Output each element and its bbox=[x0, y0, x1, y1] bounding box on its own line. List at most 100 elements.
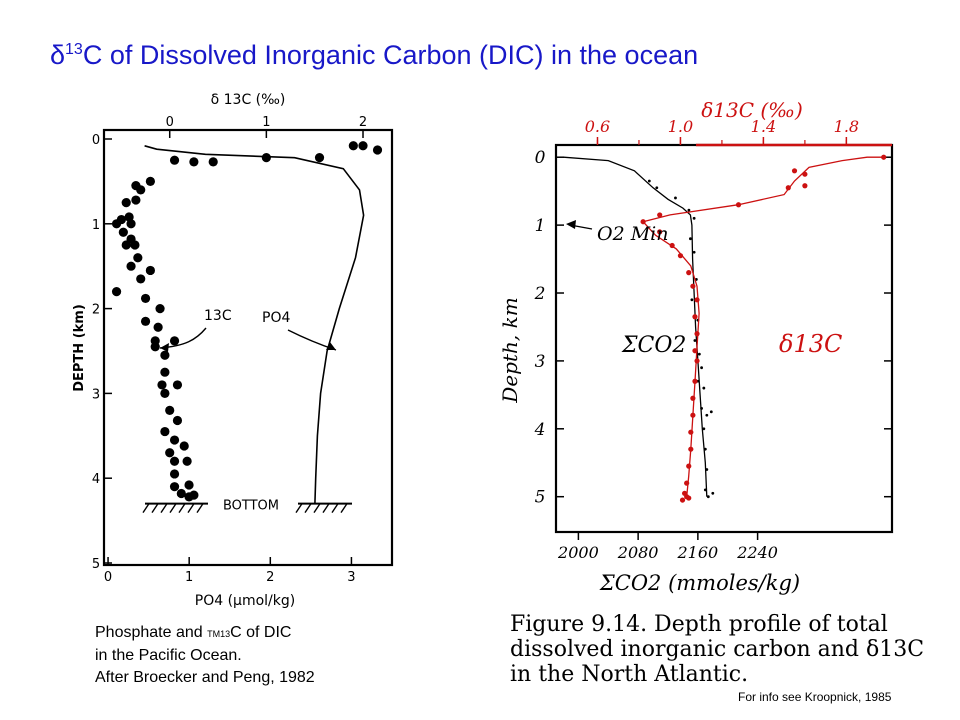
right-top-tick-label: 1.8 bbox=[834, 117, 859, 136]
d13c-point bbox=[785, 185, 791, 191]
left-bottom-tick-label: 2 bbox=[266, 570, 274, 585]
13c-point bbox=[130, 240, 140, 250]
left-y-tick-label: 4 bbox=[92, 472, 100, 487]
13c-point bbox=[111, 287, 122, 297]
figure-caption-line-1: Figure 9.14. Depth profile of total bbox=[510, 612, 888, 637]
d13c-point bbox=[690, 283, 696, 289]
13c-point bbox=[121, 198, 131, 208]
13c-point bbox=[261, 153, 271, 163]
13c-point bbox=[150, 342, 160, 352]
bottom-hatch bbox=[322, 503, 330, 514]
13c-point bbox=[157, 380, 167, 390]
left-caption-line-1: Phosphate and TM13C of DIC bbox=[95, 624, 292, 641]
13c-point bbox=[153, 322, 163, 332]
13c-point bbox=[155, 304, 165, 314]
sco2-point bbox=[700, 407, 703, 410]
bottom-hatch bbox=[304, 503, 312, 514]
13c-point bbox=[169, 482, 180, 492]
13c-point bbox=[111, 219, 122, 229]
figure-caption-line-3: in the North Atlantic. bbox=[510, 662, 749, 687]
right-bottom-tick-label: 2000 bbox=[557, 543, 599, 562]
figure-caption: Figure 9.14. Depth profile of total diss… bbox=[510, 612, 924, 687]
right-y-axis-label: Depth, km bbox=[498, 297, 522, 403]
d13c-point bbox=[684, 480, 690, 486]
13c-point bbox=[172, 380, 183, 390]
d13c-point bbox=[694, 297, 700, 303]
title-text: C of Dissolved Inorganic Carbon (DIC) in… bbox=[82, 40, 699, 70]
sco2-line bbox=[563, 156, 708, 497]
bottom-hatch bbox=[169, 503, 177, 514]
right-y-tick-label: 5 bbox=[535, 488, 546, 508]
13c-point bbox=[176, 488, 186, 499]
d13c-point bbox=[677, 253, 684, 259]
d13c-point bbox=[657, 229, 663, 235]
sco2-point bbox=[674, 196, 677, 200]
bottom-hatch bbox=[295, 503, 303, 514]
d13c-point bbox=[735, 202, 742, 208]
sco2-point bbox=[705, 468, 709, 471]
figure-caption-line-2: dissolved inorganic carbon and δ13C bbox=[510, 637, 925, 662]
d13c-point bbox=[694, 358, 700, 364]
13c-point bbox=[358, 141, 368, 151]
left-top-tick-label: 1 bbox=[262, 115, 270, 130]
title-superscript: 13 bbox=[65, 41, 83, 58]
right-bottom-tick-label: 2080 bbox=[617, 543, 659, 562]
sco2-point bbox=[709, 410, 713, 414]
bottom-hatch bbox=[331, 503, 339, 514]
13c-point bbox=[169, 435, 180, 445]
13c-point bbox=[140, 293, 151, 304]
d13c-point bbox=[686, 495, 692, 501]
footnote: For info see Kroopnick, 1985 bbox=[738, 690, 892, 704]
13c-point bbox=[172, 415, 183, 426]
slide-title: δ13C of Dissolved Inorganic Carbon (DIC)… bbox=[50, 40, 698, 71]
right-bottom-tick-label: 2160 bbox=[677, 543, 719, 562]
left-caption-line-3: After Broecker and Peng, 1982 bbox=[95, 669, 315, 686]
right-y-tick-label: 4 bbox=[534, 420, 546, 440]
13c-point bbox=[182, 456, 192, 466]
d13c-point bbox=[688, 429, 694, 435]
annotation-13c: 13C bbox=[204, 308, 232, 324]
bottom-hatch bbox=[196, 503, 204, 514]
sco2-point bbox=[692, 216, 696, 220]
13c-point bbox=[126, 261, 136, 271]
bottom-hatch bbox=[178, 503, 186, 514]
13c-point bbox=[140, 316, 151, 326]
right-y-tick-label: 3 bbox=[535, 352, 546, 372]
left-bottom-tick-label: 0 bbox=[104, 570, 112, 585]
d13c-point bbox=[802, 183, 808, 189]
d13c-point bbox=[688, 446, 694, 452]
13c-point bbox=[145, 265, 155, 276]
d13c-point bbox=[669, 242, 675, 249]
po4-line bbox=[144, 145, 365, 504]
left-y-tick-label: 5 bbox=[92, 557, 100, 572]
sco2-point bbox=[703, 447, 707, 451]
13c-point bbox=[169, 155, 180, 165]
13c-point bbox=[136, 185, 146, 195]
right-top-tick-label: 0.6 bbox=[585, 117, 610, 136]
right-y-tick-label: 1 bbox=[535, 216, 546, 236]
title-delta: δ bbox=[50, 40, 66, 70]
bottom-hatch bbox=[340, 503, 348, 514]
13c-point bbox=[121, 240, 131, 250]
d13c-point bbox=[694, 331, 700, 337]
13c-point bbox=[165, 448, 175, 458]
13c-point bbox=[169, 456, 180, 466]
d13c-point bbox=[881, 154, 887, 160]
d13c-point bbox=[686, 270, 692, 276]
left-bottom-axis-label: PO4 (μmol/kg) bbox=[195, 593, 295, 609]
right-top-tick-label: 1.4 bbox=[751, 117, 776, 136]
13c-point bbox=[314, 153, 325, 163]
bottom-marker-label: BOTTOM bbox=[223, 499, 279, 514]
sco2-point bbox=[647, 179, 651, 183]
annotation-sco2: ΣCO2 bbox=[621, 333, 686, 358]
bottom-hatch bbox=[142, 503, 150, 514]
13c-point bbox=[348, 141, 358, 151]
bottom-hatch bbox=[313, 503, 321, 514]
sco2-point bbox=[705, 413, 709, 417]
13c-point bbox=[165, 405, 175, 415]
sco2-point bbox=[700, 366, 703, 370]
left-caption-line-2: in the Pacific Ocean. bbox=[95, 647, 242, 664]
left-plot-frame bbox=[102, 128, 394, 567]
annotation-d13c: δ13C bbox=[779, 330, 842, 358]
